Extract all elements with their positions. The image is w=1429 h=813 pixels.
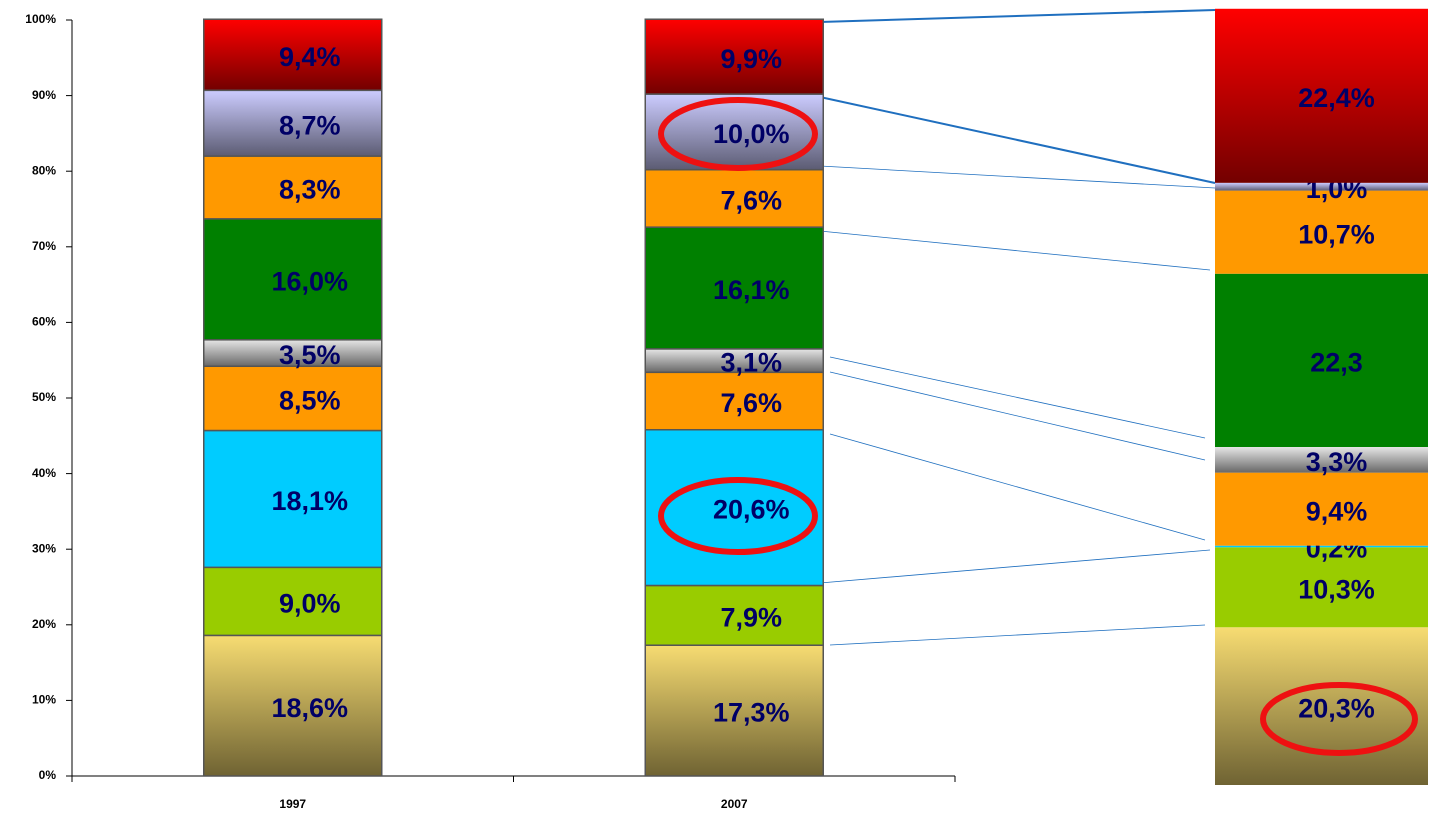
data-label: 10,3% [1298,574,1375,604]
data-label: 22,4% [1298,83,1375,113]
x-tick-label: 2007 [721,797,748,811]
bar-segment [1215,182,1428,191]
data-label: 3,5% [279,340,341,370]
data-label: 8,5% [279,386,341,416]
data-label: 18,6% [271,693,348,723]
y-tick-label: 30% [32,541,56,555]
bar-segment [1215,273,1428,448]
data-label: 20,6% [713,495,790,525]
y-tick-label: 60% [32,315,56,329]
bar-segment [203,566,383,637]
bar-segment [203,339,383,367]
data-label: 8,3% [279,175,341,205]
y-tick-label: 0% [39,768,57,782]
y-tick-label: 20% [32,617,56,631]
bar-segment [644,168,824,228]
x-tick-label: 1997 [279,797,306,811]
data-label: 9,4% [1306,496,1368,526]
bar-segment [644,644,824,777]
data-label: 7,6% [720,186,782,216]
data-label: 20,3% [1298,693,1375,723]
data-label: 7,9% [720,602,782,632]
data-label: 10,7% [1298,219,1375,249]
data-label: 9,4% [279,42,341,72]
connectors [819,9,1216,646]
y-tick-label: 90% [32,88,56,102]
bar-segment [203,429,383,569]
bar-segment [644,226,824,350]
bar-segment [1215,472,1428,546]
data-label: 3,3% [1306,447,1368,477]
y-tick-label: 10% [32,693,56,707]
y-tick-label: 100% [25,12,56,26]
bar-segment [1215,447,1428,473]
bar-segment [1215,627,1428,785]
bar-segment [203,218,383,341]
data-label: 9,9% [720,44,782,74]
data-label: 10,0% [713,119,790,149]
data-label: 7,6% [720,388,782,418]
bar-segment [644,18,824,95]
data-label: 8,7% [279,110,341,140]
y-tick-label: 50% [32,390,56,404]
data-label: 16,0% [271,266,348,296]
bar-segment [1215,8,1428,183]
y-tick-label: 80% [32,163,56,177]
y-tick-label: 40% [32,466,56,480]
data-label: 16,1% [713,275,790,305]
data-label: 3,1% [720,348,782,378]
bar-segment [203,634,383,777]
data-label: 22,3 [1310,347,1363,377]
bar-segment [203,18,383,92]
y-tick-label: 70% [32,239,56,253]
bar-segment [644,429,824,587]
bar-segment [1215,545,1428,548]
highlights [658,97,1418,756]
bar-segment [203,89,383,157]
bar-segment [203,365,383,432]
bar-segment [644,371,824,431]
data-label: 9,0% [279,588,341,618]
bar-segment [1215,547,1428,628]
data-label: 18,1% [271,486,348,516]
data-label: 17,3% [713,698,790,728]
bar-segment [1215,190,1428,274]
